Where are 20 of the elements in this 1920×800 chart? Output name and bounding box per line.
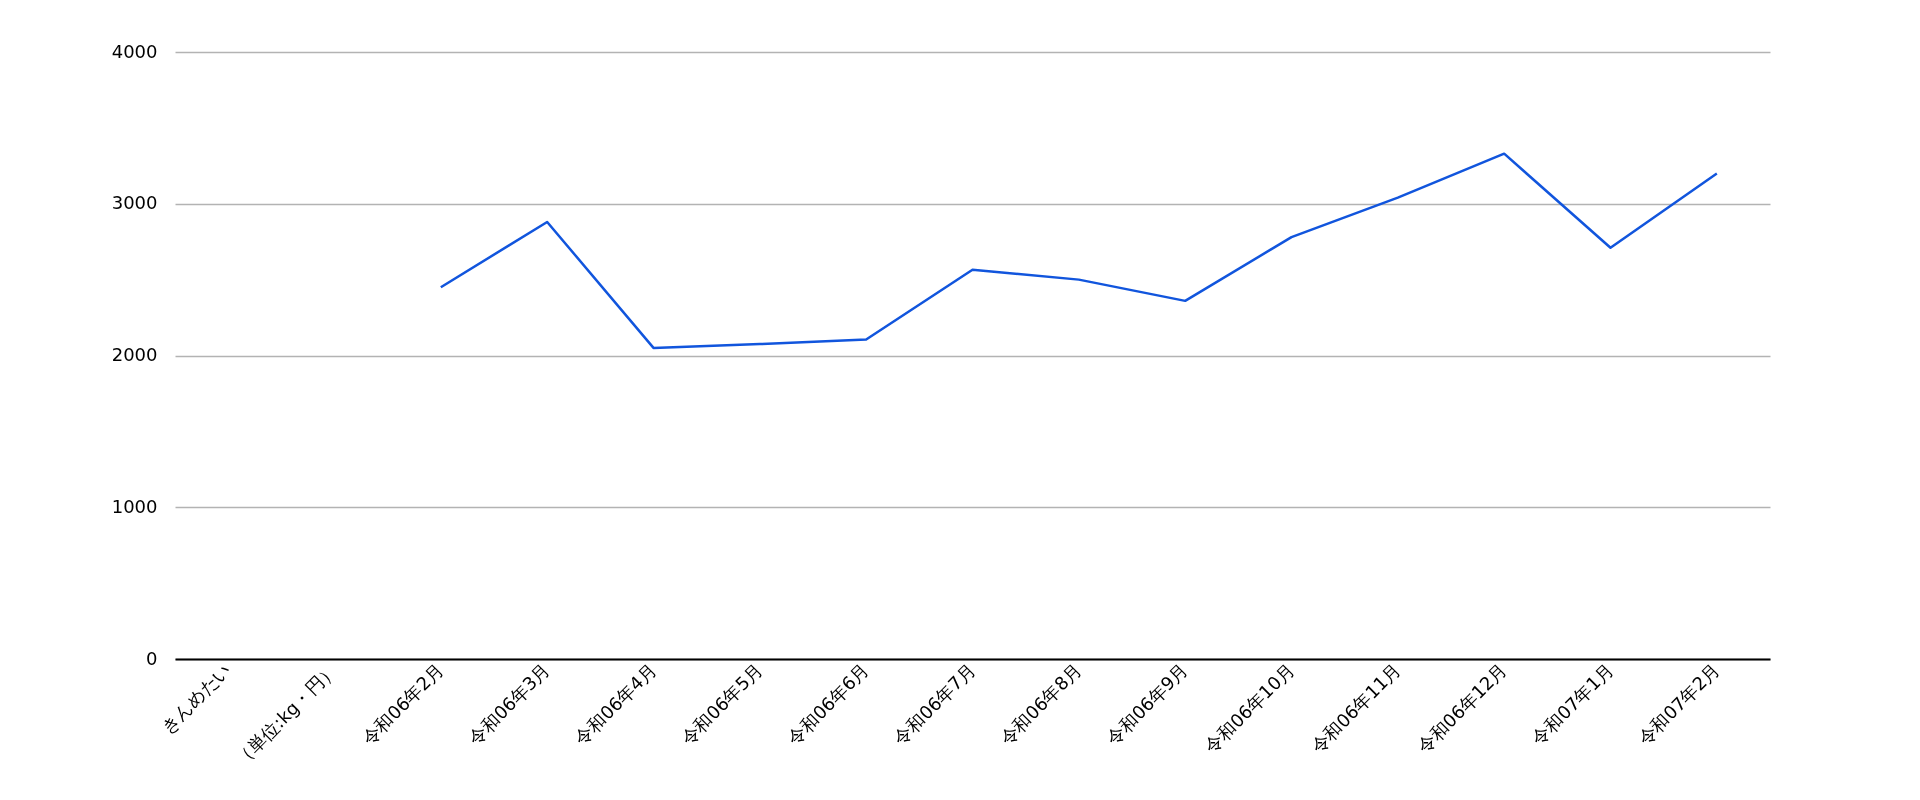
x-tick-label: 令和06年11月	[1306, 659, 1405, 758]
x-tick-label: 令和06年5月	[676, 659, 767, 750]
x-tick-label: 令和07年1月	[1527, 659, 1618, 750]
line-series	[439, 152, 1719, 350]
y-tick-label: 4000	[111, 40, 158, 62]
y-tick-label: 3000	[111, 192, 158, 214]
x-tick-label: 令和06年6月	[782, 659, 874, 750]
x-tick-label: 令和06年3月	[463, 659, 555, 750]
y-tick-label: 1000	[111, 495, 158, 517]
y-tick-label: 2000	[111, 344, 158, 365]
x-tick-label: 令和06年4月	[570, 659, 661, 750]
y-tick-label: 0	[146, 647, 158, 669]
x-tick-label: 令和06年7月	[889, 659, 980, 750]
x-tick-label: 令和06年12月	[1412, 659, 1512, 758]
x-tick-label: 令和06年10月	[1200, 659, 1299, 758]
x-tick-label: 令和07年2月	[1633, 659, 1724, 750]
x-tick-label: 令和06年9月	[1101, 659, 1193, 750]
x-tick-label: 令和06年2月	[357, 659, 448, 750]
x-tick-label: 令和06年8月	[995, 659, 1086, 750]
x-tick-label: きんめたい	[156, 659, 236, 738]
